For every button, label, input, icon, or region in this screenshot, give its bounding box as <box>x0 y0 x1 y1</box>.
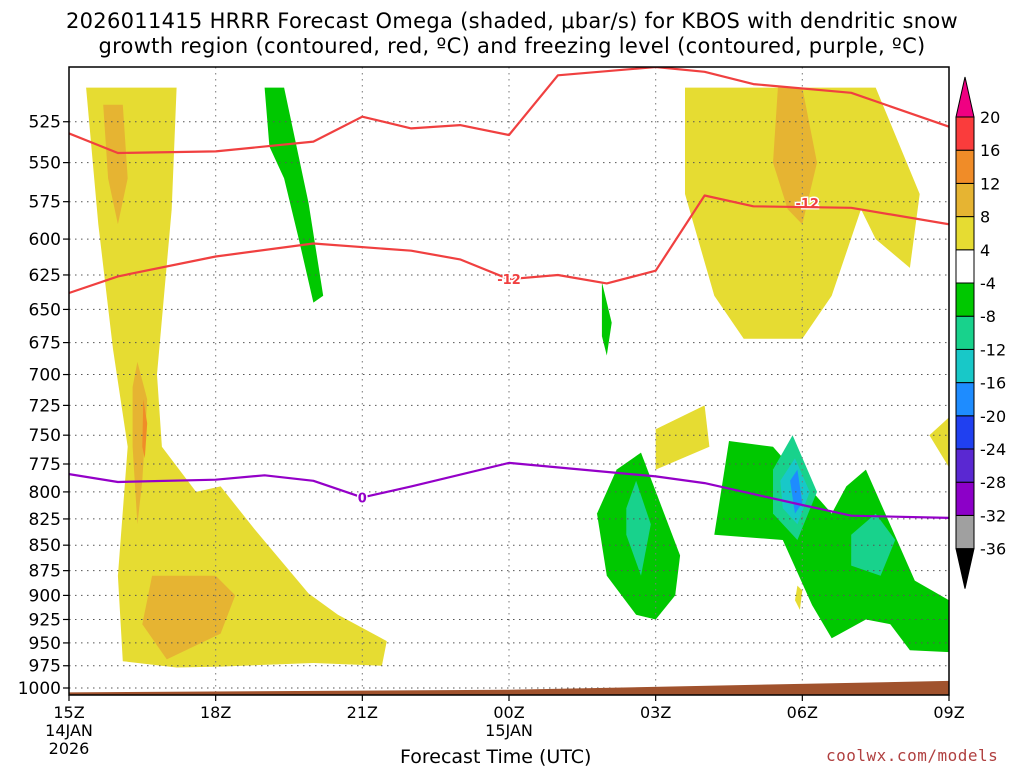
x-tick-label: 00Z <box>493 703 524 722</box>
x-tick-label: 09Z <box>933 703 964 722</box>
colorbar-segment <box>955 481 975 516</box>
colorbar-label: 12 <box>980 174 1000 193</box>
omega-region <box>714 441 949 653</box>
x-tick-year: 2026 <box>49 739 90 758</box>
chart-title-line1: 2026011415 HRRR Forecast Omega (shaded, … <box>65 9 958 33</box>
y-tick-label: 675 <box>29 334 61 354</box>
colorbar-label: 16 <box>980 141 1000 160</box>
y-tick-label: 650 <box>29 300 61 320</box>
omega-region <box>142 575 236 660</box>
contour-line <box>69 67 949 155</box>
omega-region <box>929 417 949 468</box>
source-credit[interactable]: coolwx.com/models <box>826 746 999 765</box>
x-tick-label: 06Z <box>787 703 818 722</box>
omega-region <box>86 87 387 668</box>
y-tick-label: 925 <box>29 610 61 630</box>
y-tick-label: 575 <box>29 193 61 213</box>
colorbar-segment <box>955 448 975 483</box>
colorbar-segment <box>955 348 975 384</box>
y-tick-label: 525 <box>29 113 61 133</box>
x-tick-label: 03Z <box>640 703 671 722</box>
colorbar-label: -8 <box>980 307 996 326</box>
x-tick-label: 18Z <box>200 703 231 722</box>
y-tick-label: 625 <box>29 266 61 286</box>
colorbar-high-arrow <box>955 76 975 118</box>
colorbar-segment <box>955 216 975 251</box>
y-tick-label: 825 <box>29 510 61 530</box>
colorbar-segment <box>955 282 975 317</box>
colorbar-label: 4 <box>980 241 990 260</box>
omega-region <box>626 480 651 576</box>
omega-region <box>601 282 612 356</box>
contour-line <box>69 461 949 519</box>
colorbar-segment <box>955 382 975 417</box>
contour-line <box>69 194 949 295</box>
y-tick-label: 950 <box>29 634 61 654</box>
omega-region <box>103 104 128 225</box>
colorbar-label: -36 <box>980 540 1006 559</box>
colorbar-label: 20 <box>980 108 1000 127</box>
omega-region <box>795 585 803 610</box>
y-tick-label: 600 <box>29 230 61 250</box>
colorbar-segment <box>955 415 975 450</box>
y-tick-label: 800 <box>29 483 61 503</box>
contour-label: 0 <box>358 491 367 506</box>
x-tick-label: 21Z <box>347 703 378 722</box>
colorbar-label: -24 <box>980 440 1006 459</box>
y-tick-label: 900 <box>29 586 61 606</box>
colorbar-label: -16 <box>980 374 1006 393</box>
contour-label: -12 <box>497 273 521 288</box>
y-tick-label: 975 <box>29 657 61 677</box>
x-tick-date: 14JAN <box>45 721 93 740</box>
colorbar-segment <box>955 315 975 350</box>
terrain-fill <box>69 680 949 695</box>
colorbar-segment <box>955 116 975 151</box>
y-tick-label: 700 <box>29 366 61 386</box>
x-tick-date: 15JAN <box>485 721 533 740</box>
colorbar-segment <box>955 249 975 284</box>
colorbar-label: -20 <box>980 407 1006 426</box>
colorbar-label: 8 <box>980 208 990 227</box>
colorbar-label: -4 <box>980 274 996 293</box>
contour-label: -12 <box>795 197 819 212</box>
y-tick-label: 725 <box>29 396 61 416</box>
colorbar-label: -12 <box>980 340 1006 359</box>
chart-title-line2: growth region (contoured, red, ºC) and f… <box>98 34 926 58</box>
y-tick-label: 1000 <box>18 679 61 699</box>
y-tick-label: 750 <box>29 426 61 446</box>
colorbar-segment <box>955 149 975 184</box>
colorbar-segment <box>955 514 975 550</box>
omega-region <box>264 87 324 303</box>
x-axis-label: Forecast Time (UTC) <box>400 746 592 768</box>
omega-region <box>655 405 710 470</box>
colorbar-label: -32 <box>980 506 1006 525</box>
x-tick-label: 15Z <box>53 703 84 722</box>
colorbar-low-arrow <box>955 548 975 589</box>
y-tick-label: 775 <box>29 455 61 475</box>
omega-region <box>142 399 148 459</box>
colorbar-label: -28 <box>980 473 1006 492</box>
y-tick-label: 550 <box>29 154 61 174</box>
omega-region <box>851 513 896 576</box>
y-tick-label: 850 <box>29 536 61 556</box>
y-tick-label: 875 <box>29 562 61 582</box>
colorbar-segment <box>955 182 975 218</box>
